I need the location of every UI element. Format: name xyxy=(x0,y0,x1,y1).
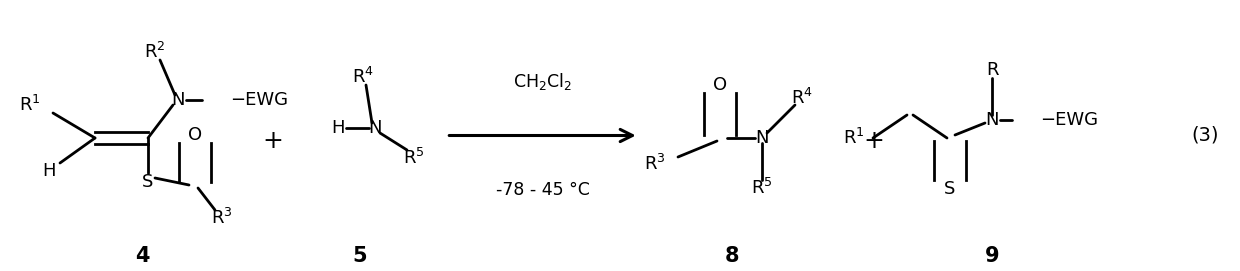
Text: H: H xyxy=(331,119,345,137)
Text: N: N xyxy=(368,119,382,137)
Text: 9: 9 xyxy=(985,246,999,266)
Text: R$^2$: R$^2$ xyxy=(144,42,166,62)
Text: R$^1$: R$^1$ xyxy=(843,128,866,148)
Text: S: S xyxy=(143,173,154,191)
Text: R$^4$: R$^4$ xyxy=(791,88,813,108)
Text: CH$_2$Cl$_2$: CH$_2$Cl$_2$ xyxy=(513,71,572,92)
Text: R$^5$: R$^5$ xyxy=(751,178,773,198)
Text: S: S xyxy=(945,180,956,198)
Text: O: O xyxy=(713,76,727,94)
Text: -78 - 45 °C: -78 - 45 °C xyxy=(496,181,589,199)
Text: −EWG: −EWG xyxy=(229,91,288,109)
Text: N: N xyxy=(755,129,769,147)
Text: R$^3$: R$^3$ xyxy=(645,154,666,174)
Text: (3): (3) xyxy=(1192,125,1219,144)
Text: N: N xyxy=(171,91,185,109)
Text: 8: 8 xyxy=(724,246,739,266)
Text: 5: 5 xyxy=(352,246,367,266)
Text: −EWG: −EWG xyxy=(1040,111,1097,129)
Text: R$^4$: R$^4$ xyxy=(352,67,374,87)
Text: N: N xyxy=(986,111,998,129)
Text: H: H xyxy=(42,162,56,180)
Text: O: O xyxy=(188,126,202,144)
Text: R$^3$: R$^3$ xyxy=(211,208,233,228)
Text: +: + xyxy=(864,129,884,153)
Text: R: R xyxy=(986,61,998,79)
Text: 4: 4 xyxy=(135,246,150,266)
Text: R$^5$: R$^5$ xyxy=(403,148,425,168)
Text: +: + xyxy=(263,129,283,153)
Text: R$^1$: R$^1$ xyxy=(20,95,41,115)
